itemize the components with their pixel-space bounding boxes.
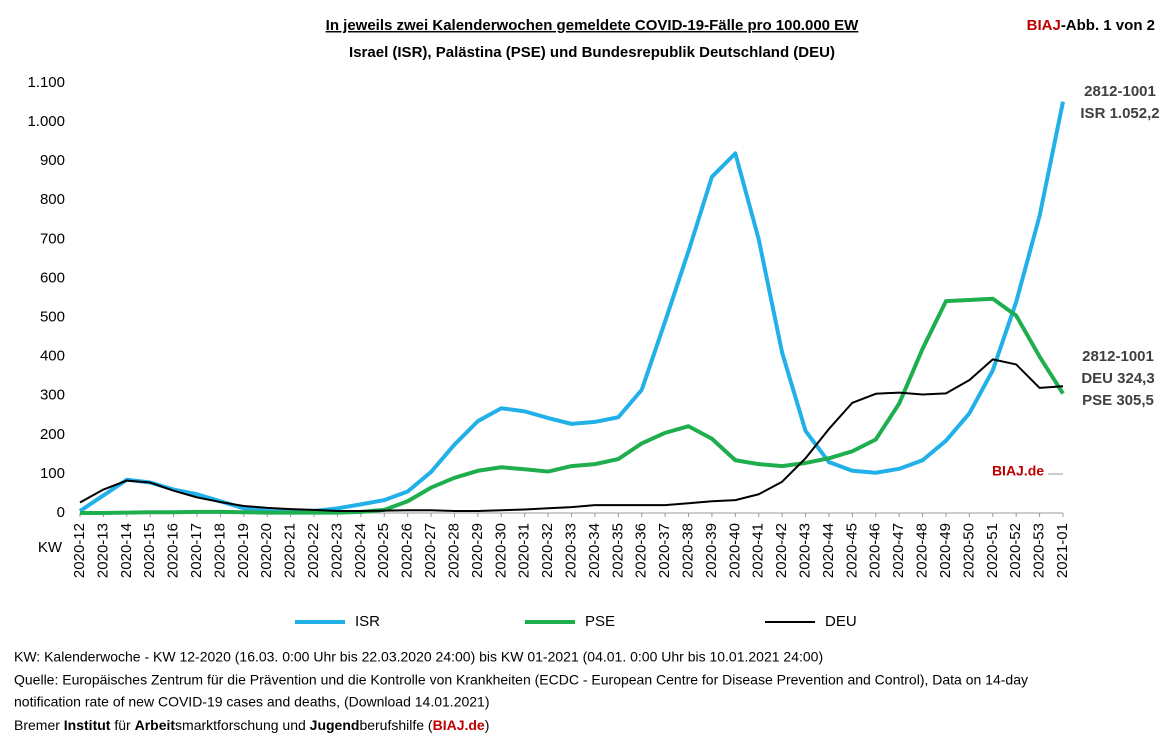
series-line bbox=[79, 358, 1064, 513]
y-tick-label: 200 bbox=[40, 426, 65, 443]
watermark: BIAJ.de bbox=[992, 463, 1044, 479]
x-tick-label: 2020-30 bbox=[492, 523, 509, 578]
footer-part: berufshilfe ( bbox=[359, 717, 432, 733]
x-tick-label: 2020-50 bbox=[960, 523, 977, 578]
x-tick-label: 2020-49 bbox=[937, 523, 954, 578]
x-tick-label: 2020-32 bbox=[539, 523, 556, 578]
x-tick-label: 2020-40 bbox=[726, 523, 743, 578]
y-tick-label: 300 bbox=[40, 387, 65, 404]
x-tick-label: 2020-25 bbox=[375, 523, 392, 578]
x-tick-label: 2020-38 bbox=[679, 523, 696, 578]
x-tick-label: 2020-44 bbox=[820, 523, 837, 578]
y-tick-label: 900 bbox=[40, 152, 65, 169]
x-tick-label: 2020-19 bbox=[235, 523, 252, 578]
x-tick-label: 2020-18 bbox=[211, 523, 228, 578]
footer-part: BIAJ.de bbox=[433, 717, 485, 733]
x-tick-label: 2020-14 bbox=[118, 523, 135, 578]
x-tick-label: 2020-42 bbox=[773, 523, 790, 578]
annotation: 2812-1001 bbox=[1084, 83, 1156, 100]
x-tick-label: 2020-28 bbox=[445, 523, 462, 578]
x-tick-label: 2020-20 bbox=[258, 523, 275, 578]
y-tick-label: 500 bbox=[40, 309, 65, 326]
corner-part: BIAJ bbox=[1027, 17, 1061, 34]
x-tick-label: 2020-45 bbox=[843, 523, 860, 578]
legend-label: ISR bbox=[355, 613, 380, 630]
series-line bbox=[80, 296, 1065, 515]
footer-part: ) bbox=[485, 717, 490, 733]
annotation: ISR 1.052,2 bbox=[1080, 105, 1159, 122]
footer-part: Institut bbox=[64, 717, 111, 733]
footer-part: smarktforschung und bbox=[175, 717, 310, 733]
x-tick-label: 2020-22 bbox=[305, 523, 322, 578]
x-tick-label: 2020-24 bbox=[352, 523, 369, 578]
x-tick-label: 2020-46 bbox=[867, 523, 884, 578]
legend-label: DEU bbox=[825, 613, 857, 630]
y-tick-label: 700 bbox=[40, 230, 65, 247]
footer-line: KW: Kalenderwoche - KW 12-2020 (16.03. 0… bbox=[14, 649, 823, 665]
x-axis-label: KW bbox=[38, 539, 63, 556]
x-tick-label: 2020-15 bbox=[141, 523, 158, 578]
corner-label: BIAJ-Abb. 1 von 2 bbox=[1027, 17, 1155, 34]
x-tick-label: 2020-13 bbox=[94, 523, 111, 578]
corner-part: -Abb. 1 von 2 bbox=[1061, 17, 1155, 34]
footer-line: Quelle: Europäisches Zentrum für die Prä… bbox=[14, 672, 1028, 688]
x-tick-label: 2020-37 bbox=[656, 523, 673, 578]
footer-part: für bbox=[110, 717, 134, 733]
chart-subtitle: Israel (ISR), Palästina (PSE) und Bundes… bbox=[349, 44, 835, 61]
annotation: 2812-1001 bbox=[1082, 348, 1154, 365]
footer-line: notification rate of new COVID-19 cases … bbox=[14, 694, 490, 710]
x-tick-label: 2020-52 bbox=[1007, 523, 1024, 578]
x-tick-label: 2020-29 bbox=[469, 523, 486, 578]
x-tick-label: 2020-34 bbox=[586, 523, 603, 578]
x-tick-label: 2020-47 bbox=[890, 523, 907, 578]
y-tick-label: 400 bbox=[40, 348, 65, 365]
y-tick-label: 1.000 bbox=[27, 113, 65, 130]
y-tick-label: 1.100 bbox=[27, 74, 65, 91]
x-tick-label: 2020-12 bbox=[71, 523, 88, 578]
x-tick-label: 2020-26 bbox=[399, 523, 416, 578]
x-tick-label: 2020-41 bbox=[750, 523, 767, 578]
y-tick-label: 0 bbox=[57, 504, 65, 521]
x-tick-label: 2020-31 bbox=[516, 523, 533, 578]
x-tick-label: 2020-23 bbox=[328, 523, 345, 578]
legend-label: PSE bbox=[585, 613, 615, 630]
footer-part: Arbeit bbox=[135, 717, 176, 733]
x-tick-label: 2021-01 bbox=[1054, 523, 1071, 578]
y-tick-label: 100 bbox=[40, 465, 65, 482]
x-tick-label: 2020-17 bbox=[188, 523, 205, 578]
x-tick-label: 2020-27 bbox=[422, 523, 439, 578]
x-tick-label: 2020-35 bbox=[609, 523, 626, 578]
y-tick-label: 800 bbox=[40, 191, 65, 208]
chart-title: In jeweils zwei Kalenderwochen gemeldete… bbox=[326, 17, 860, 34]
x-tick-label: 2020-43 bbox=[797, 523, 814, 578]
x-tick-label: 2020-53 bbox=[1031, 523, 1048, 578]
footer-part: Bremer bbox=[14, 717, 64, 733]
x-tick-label: 2020-21 bbox=[282, 523, 299, 578]
x-tick-label: 2020-39 bbox=[703, 523, 720, 578]
footer-part: Jugend bbox=[310, 717, 360, 733]
annotation: PSE 305,5 bbox=[1082, 392, 1154, 409]
x-tick-label: 2020-33 bbox=[562, 523, 579, 578]
x-tick-label: 2020-48 bbox=[914, 523, 931, 578]
annotation: DEU 324,3 bbox=[1081, 370, 1154, 387]
x-tick-label: 2020-16 bbox=[165, 523, 182, 578]
footer-line: Bremer Institut für Arbeitsmarktforschun… bbox=[14, 717, 489, 733]
y-tick-label: 600 bbox=[40, 269, 65, 286]
x-tick-label: 2020-36 bbox=[633, 523, 650, 578]
series-line bbox=[78, 101, 1065, 514]
x-tick-label: 2020-51 bbox=[984, 523, 1001, 578]
